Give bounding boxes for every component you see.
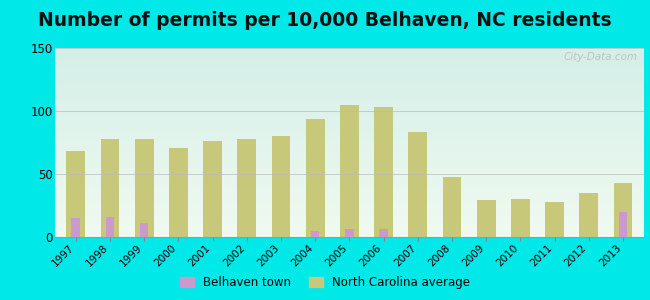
Bar <box>545 202 564 237</box>
Bar <box>135 139 153 237</box>
Bar <box>203 141 222 237</box>
Bar <box>374 107 393 237</box>
Bar <box>476 200 495 237</box>
Bar <box>66 151 85 237</box>
Bar <box>101 139 120 237</box>
Bar <box>169 148 188 237</box>
Bar <box>106 217 114 237</box>
Bar <box>443 176 462 237</box>
Bar <box>408 132 427 237</box>
Bar <box>340 105 359 237</box>
Bar <box>72 218 80 237</box>
Text: City-Data.com: City-Data.com <box>564 52 638 62</box>
Legend: Belhaven town, North Carolina average: Belhaven town, North Carolina average <box>175 272 475 294</box>
Bar <box>311 231 319 237</box>
Bar <box>272 136 291 237</box>
Bar <box>619 212 627 237</box>
Bar <box>140 223 148 237</box>
Bar <box>614 183 632 237</box>
Bar <box>579 193 598 237</box>
Text: Number of permits per 10,000 Belhaven, NC residents: Number of permits per 10,000 Belhaven, N… <box>38 11 612 29</box>
Bar <box>306 118 324 237</box>
Bar <box>511 199 530 237</box>
Bar <box>380 230 388 237</box>
Bar <box>345 230 354 237</box>
Bar <box>237 139 256 237</box>
